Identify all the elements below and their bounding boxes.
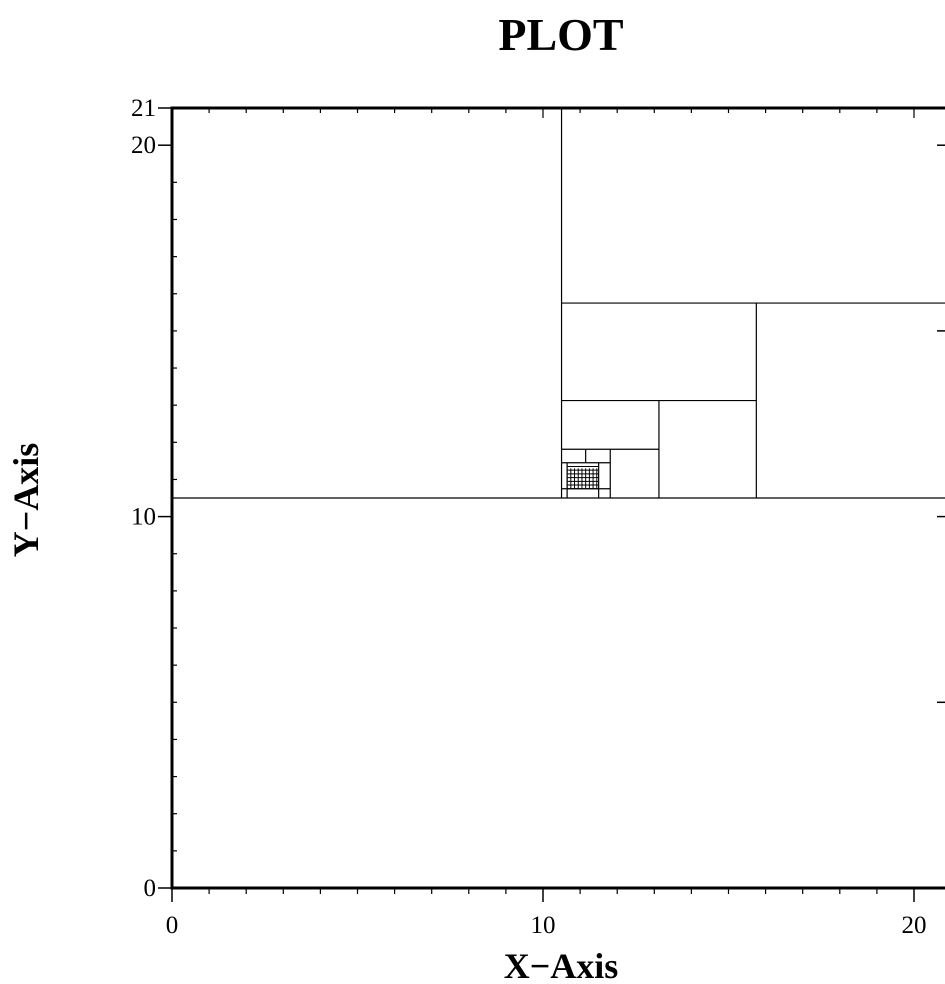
- x-tick-label-10: 10: [531, 912, 556, 939]
- axes: [170, 106, 945, 890]
- y-axis-label: Y−Axis: [6, 443, 46, 558]
- x-axis-label: X−Axis: [504, 946, 619, 984]
- y-tick-label-21: 21: [131, 95, 156, 122]
- tick-marks: [158, 107, 945, 902]
- quadtree-lines: [172, 108, 945, 499]
- chart-title: PLOT: [498, 9, 623, 60]
- y-tick-label-0: 0: [144, 875, 157, 902]
- y-tick-label-10: 10: [131, 504, 156, 531]
- tick-labels: 0 10 20 21 0 10 20: [131, 95, 927, 939]
- x-tick-label-20: 20: [902, 912, 927, 939]
- x-tick-label-0: 0: [166, 912, 179, 939]
- y-tick-label-20: 20: [131, 132, 156, 159]
